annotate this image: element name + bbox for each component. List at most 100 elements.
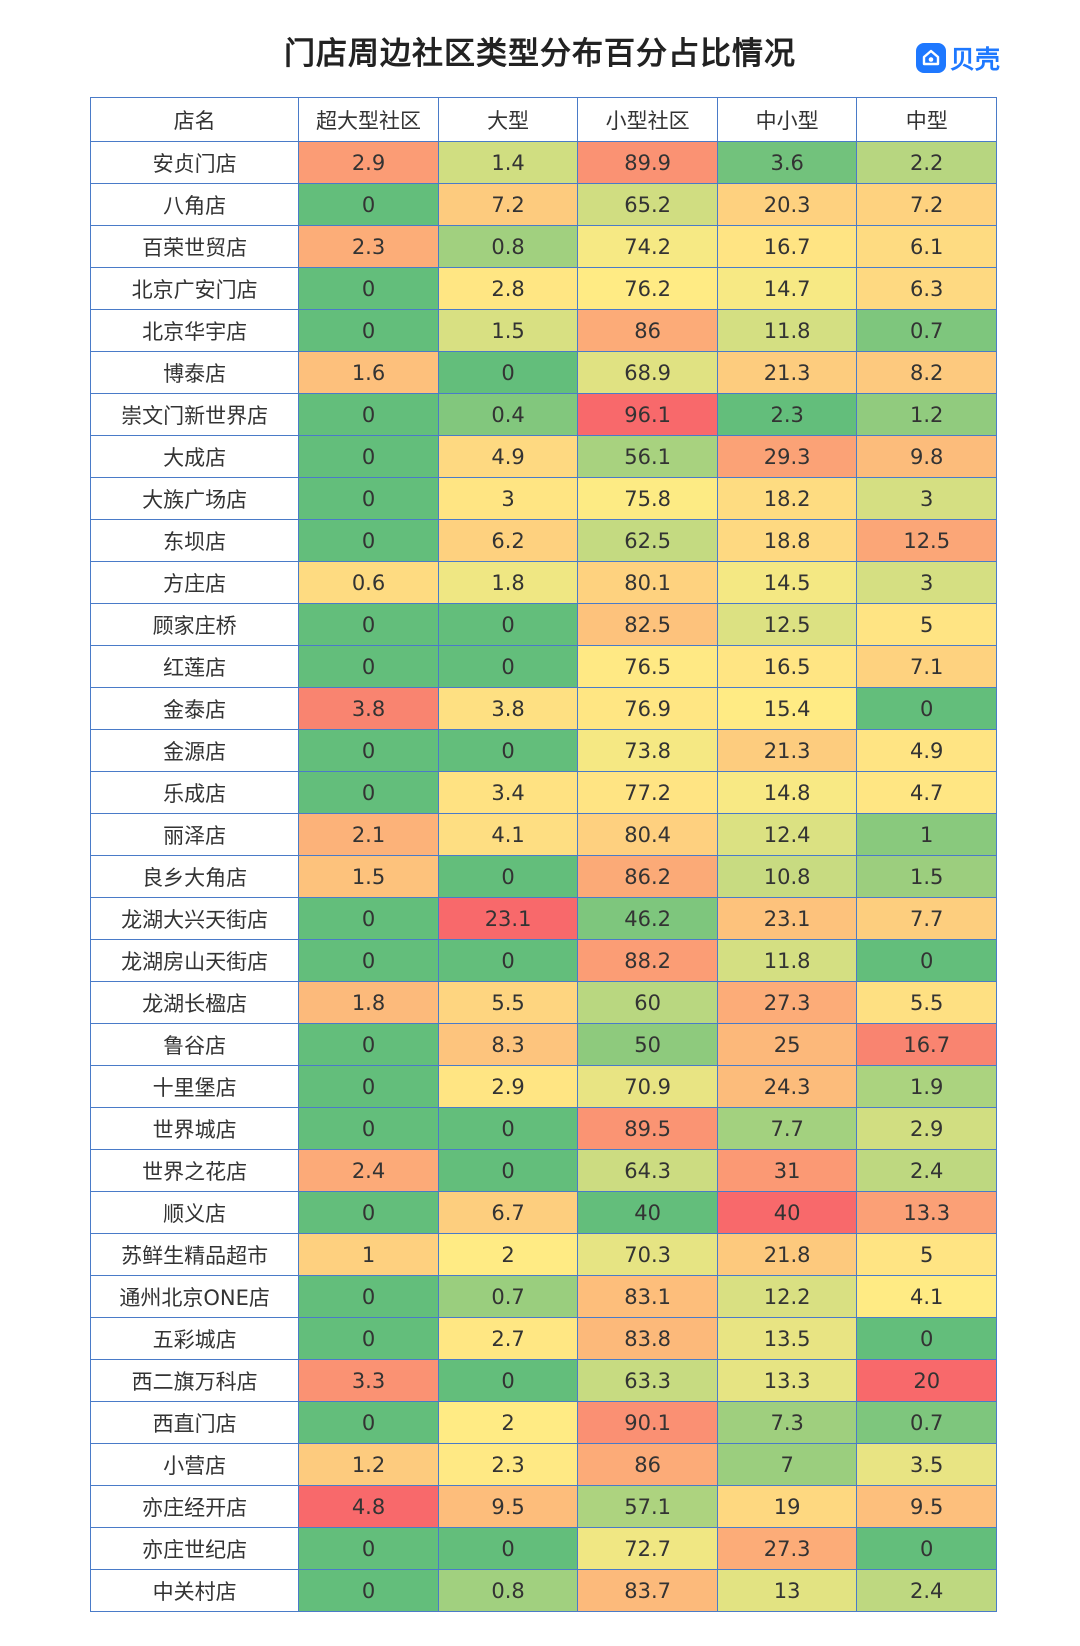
heat-cell: 8.2 bbox=[856, 351, 997, 394]
heat-cell: 21.3 bbox=[716, 729, 858, 772]
store-name-cell: 北京广安门店 bbox=[89, 267, 300, 310]
heat-cell: 0 bbox=[437, 1107, 579, 1150]
beike-logo-icon bbox=[915, 43, 946, 73]
heat-cell: 0 bbox=[437, 1149, 579, 1192]
heat-cell: 16.7 bbox=[856, 1023, 997, 1066]
heat-cell: 50 bbox=[577, 1023, 718, 1066]
table-row: 北京华宇店 0 1.5 86 11.8 0.7 bbox=[89, 309, 997, 352]
heat-cell: 10.8 bbox=[716, 855, 858, 898]
heat-cell: 0.6 bbox=[298, 561, 439, 604]
heat-cell: 0 bbox=[298, 435, 439, 478]
heat-cell: 4.9 bbox=[437, 435, 579, 478]
table-row: 西二旗万科店 3.3 0 63.3 13.3 20 bbox=[89, 1359, 997, 1402]
heat-cell: 74.2 bbox=[577, 225, 718, 268]
heat-cell: 20 bbox=[856, 1359, 997, 1402]
heat-cell: 9.8 bbox=[856, 435, 997, 478]
store-name-cell: 龙湖大兴天街店 bbox=[89, 897, 300, 940]
heat-cell: 2.4 bbox=[298, 1149, 439, 1192]
heat-cell: 0 bbox=[856, 1527, 997, 1570]
heat-cell: 83.8 bbox=[577, 1317, 718, 1360]
heat-cell: 12.5 bbox=[856, 519, 997, 562]
heat-cell: 80.4 bbox=[577, 813, 718, 856]
chart-title: 门店周边社区类型分布百分占比情况 bbox=[284, 36, 796, 72]
heat-cell: 12.4 bbox=[716, 813, 858, 856]
heat-cell: 16.7 bbox=[716, 225, 858, 268]
table-row: 世界之花店 2.4 0 64.3 31 2.4 bbox=[89, 1149, 997, 1192]
heat-cell: 2.3 bbox=[437, 1443, 579, 1486]
heat-cell: 0 bbox=[298, 1065, 439, 1108]
heat-cell: 0 bbox=[437, 1527, 579, 1570]
heat-cell: 4.8 bbox=[298, 1485, 439, 1528]
heat-cell: 21.3 bbox=[716, 351, 858, 394]
heat-cell: 77.2 bbox=[577, 771, 718, 814]
table-row: 鲁谷店 0 8.3 50 25 16.7 bbox=[89, 1023, 997, 1066]
store-name-cell: 博泰店 bbox=[89, 351, 300, 394]
heat-cell: 3 bbox=[856, 477, 997, 520]
heat-cell: 2.2 bbox=[856, 141, 997, 184]
table-row: 金源店 0 0 73.8 21.3 4.9 bbox=[89, 729, 997, 772]
heat-cell: 3.8 bbox=[437, 687, 579, 730]
store-name-cell: 龙湖长楹店 bbox=[89, 981, 300, 1024]
heat-cell: 0 bbox=[437, 351, 579, 394]
heat-cell: 5.5 bbox=[437, 981, 579, 1024]
heat-cell: 7.3 bbox=[716, 1401, 858, 1444]
store-name-cell: 东坝店 bbox=[89, 519, 300, 562]
heat-cell: 68.9 bbox=[577, 351, 718, 394]
heat-cell: 2.7 bbox=[437, 1317, 579, 1360]
heat-cell: 0 bbox=[298, 1569, 439, 1612]
heat-cell: 0.7 bbox=[437, 1275, 579, 1318]
table-row: 东坝店 0 6.2 62.5 18.8 12.5 bbox=[89, 519, 997, 562]
table-row: 顾家庄桥 0 0 82.5 12.5 5 bbox=[89, 603, 997, 646]
heat-cell: 0 bbox=[298, 1527, 439, 1570]
store-name-cell: 金泰店 bbox=[89, 687, 300, 730]
heat-cell: 0 bbox=[298, 309, 439, 352]
heat-cell: 2.8 bbox=[437, 267, 579, 310]
heat-cell: 75.8 bbox=[577, 477, 718, 520]
heat-cell: 40 bbox=[716, 1191, 858, 1234]
heat-cell: 1.2 bbox=[856, 393, 997, 436]
store-name-cell: 乐成店 bbox=[89, 771, 300, 814]
store-name-cell: 顺义店 bbox=[89, 1191, 300, 1234]
heat-cell: 76.9 bbox=[577, 687, 718, 730]
heat-cell: 8.3 bbox=[437, 1023, 579, 1066]
heat-cell: 0 bbox=[437, 603, 579, 646]
heat-cell: 6.2 bbox=[437, 519, 579, 562]
table-row: 中关村店 0 0.8 83.7 13 2.4 bbox=[89, 1569, 997, 1612]
heat-cell: 7.7 bbox=[716, 1107, 858, 1150]
table-row: 龙湖房山天街店 0 0 88.2 11.8 0 bbox=[89, 939, 997, 982]
heat-cell: 3.3 bbox=[298, 1359, 439, 1402]
store-name-cell: 大成店 bbox=[89, 435, 300, 478]
heat-cell: 76.2 bbox=[577, 267, 718, 310]
table-row: 方庄店 0.6 1.8 80.1 14.5 3 bbox=[89, 561, 997, 604]
heat-cell: 0 bbox=[298, 1401, 439, 1444]
heat-cell: 0.7 bbox=[856, 1401, 997, 1444]
heat-cell: 80.1 bbox=[577, 561, 718, 604]
heat-cell: 0.8 bbox=[437, 225, 579, 268]
heat-cell: 1.5 bbox=[856, 855, 997, 898]
column-header: 中型 bbox=[856, 97, 997, 142]
heat-cell: 18.2 bbox=[716, 477, 858, 520]
heat-cell: 4.1 bbox=[437, 813, 579, 856]
table-row: 五彩城店 0 2.7 83.8 13.5 0 bbox=[89, 1317, 997, 1360]
heat-cell: 83.7 bbox=[577, 1569, 718, 1612]
heat-cell: 0 bbox=[298, 1317, 439, 1360]
heat-cell: 86.2 bbox=[577, 855, 718, 898]
heat-cell: 2.9 bbox=[856, 1107, 997, 1150]
heat-cell: 14.7 bbox=[716, 267, 858, 310]
heat-cell: 0 bbox=[298, 1107, 439, 1150]
store-name-cell: 中关村店 bbox=[89, 1569, 300, 1612]
heat-cell: 0.4 bbox=[437, 393, 579, 436]
heat-cell: 96.1 bbox=[577, 393, 718, 436]
heat-cell: 13.5 bbox=[716, 1317, 858, 1360]
store-name-cell: 八角店 bbox=[89, 183, 300, 226]
heat-cell: 11.8 bbox=[716, 309, 858, 352]
heat-cell: 82.5 bbox=[577, 603, 718, 646]
heat-cell: 1.5 bbox=[298, 855, 439, 898]
heat-cell: 57.1 bbox=[577, 1485, 718, 1528]
heat-cell: 0 bbox=[437, 729, 579, 772]
column-header: 小型社区 bbox=[577, 97, 718, 142]
heat-cell: 27.3 bbox=[716, 1527, 858, 1570]
store-name-cell: 顾家庄桥 bbox=[89, 603, 300, 646]
heat-cell: 0 bbox=[298, 729, 439, 772]
heat-cell: 1.8 bbox=[437, 561, 579, 604]
